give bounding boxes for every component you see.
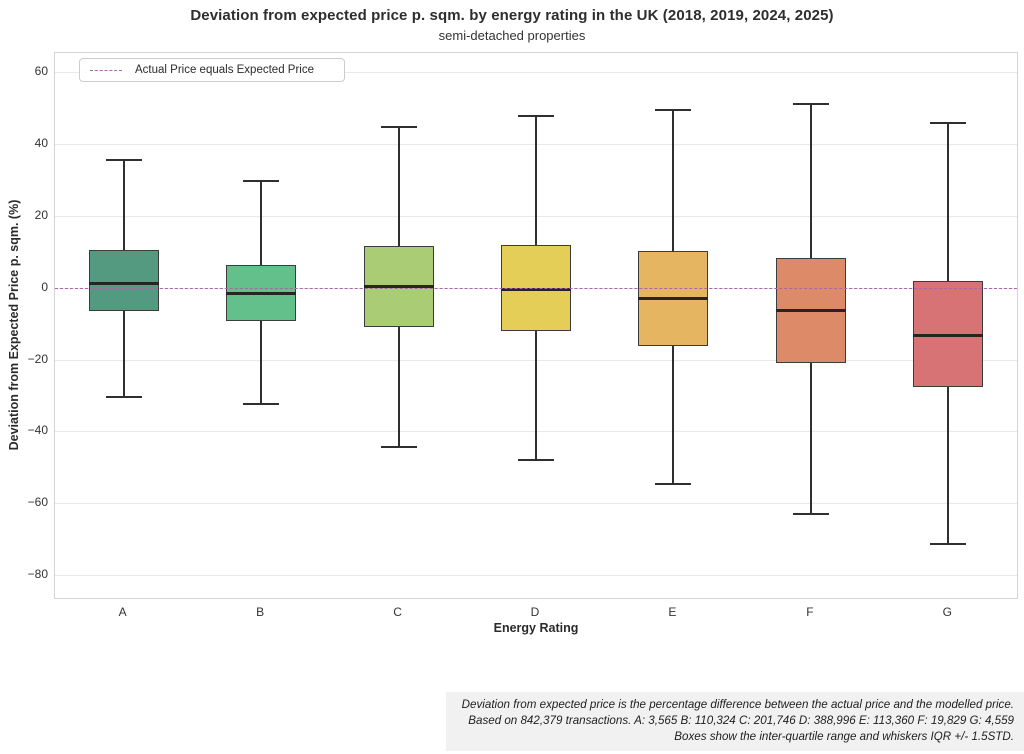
whisker-cap-low: [930, 542, 967, 545]
y-tick-label: 0: [41, 279, 48, 294]
x-tick-label: A: [118, 605, 127, 619]
y-tick-label: −40: [27, 423, 48, 438]
whisker-cap-low: [518, 458, 554, 461]
whisker-cap-low: [243, 403, 280, 406]
zero-reference-line: [55, 287, 1017, 289]
median-line-D: [501, 287, 571, 291]
whisker-cap-high: [380, 126, 417, 129]
x-tick-label: E: [668, 605, 677, 619]
whisker-cap-low: [105, 395, 142, 398]
y-tick-label: −60: [27, 495, 48, 510]
whisker-cap-high: [518, 115, 554, 117]
median-line-B: [226, 292, 297, 296]
x-tick-label: D: [530, 605, 540, 619]
median-line-G: [913, 334, 984, 338]
median-line-F: [775, 309, 846, 313]
y-tick-label: 40: [34, 135, 48, 150]
plot-area: Actual Price equals Expected Price: [54, 52, 1018, 599]
x-axis-label: Energy Rating: [493, 621, 579, 635]
median-line-A: [88, 281, 159, 285]
median-line-C: [363, 284, 434, 288]
y-tick-label: −80: [27, 567, 48, 582]
x-tick-label: B: [256, 605, 265, 619]
whisker-cap-low: [655, 483, 692, 485]
whisker-cap-high: [930, 121, 967, 124]
grid-line: [55, 503, 1017, 505]
whisker-cap-low: [380, 445, 417, 448]
y-tick-label: −20: [27, 351, 48, 366]
whisker-cap-high: [792, 102, 829, 105]
y-tick-label: 60: [34, 63, 48, 78]
x-tick-label: C: [393, 605, 402, 619]
x-tick-label: F: [806, 605, 814, 619]
y-axis-label: Deviation from Expected Price p. sqm. (%…: [7, 199, 21, 451]
footnote-line-1: Deviation from expected price is the per…: [461, 698, 1014, 712]
x-tick-label: G: [942, 605, 952, 619]
y-tick-label: 20: [34, 207, 48, 222]
footnote: Deviation from expected price is the per…: [445, 692, 1024, 751]
dashed-line-icon: [90, 69, 122, 71]
whisker-cap-high: [243, 180, 280, 183]
grid-line: [55, 71, 1017, 73]
whisker-cap-low: [792, 513, 829, 516]
median-line-E: [638, 296, 709, 300]
footnote-line-2: Based on 842,379 transactions. A: 3,565 …: [468, 714, 1014, 728]
chart-title: Deviation from expected price p. sqm. by…: [190, 7, 834, 24]
grid-line: [55, 575, 1017, 577]
whisker-cap-high: [105, 158, 142, 161]
box-A: [88, 249, 159, 311]
legend-label: Actual Price equals Expected Price: [135, 64, 314, 76]
footnote-line-3: Boxes show the inter-quartile range and …: [674, 730, 1014, 744]
legend: Actual Price equals Expected Price: [79, 58, 345, 82]
whisker-cap-high: [655, 109, 692, 112]
chart-subtitle: semi-detached properties: [438, 28, 586, 43]
